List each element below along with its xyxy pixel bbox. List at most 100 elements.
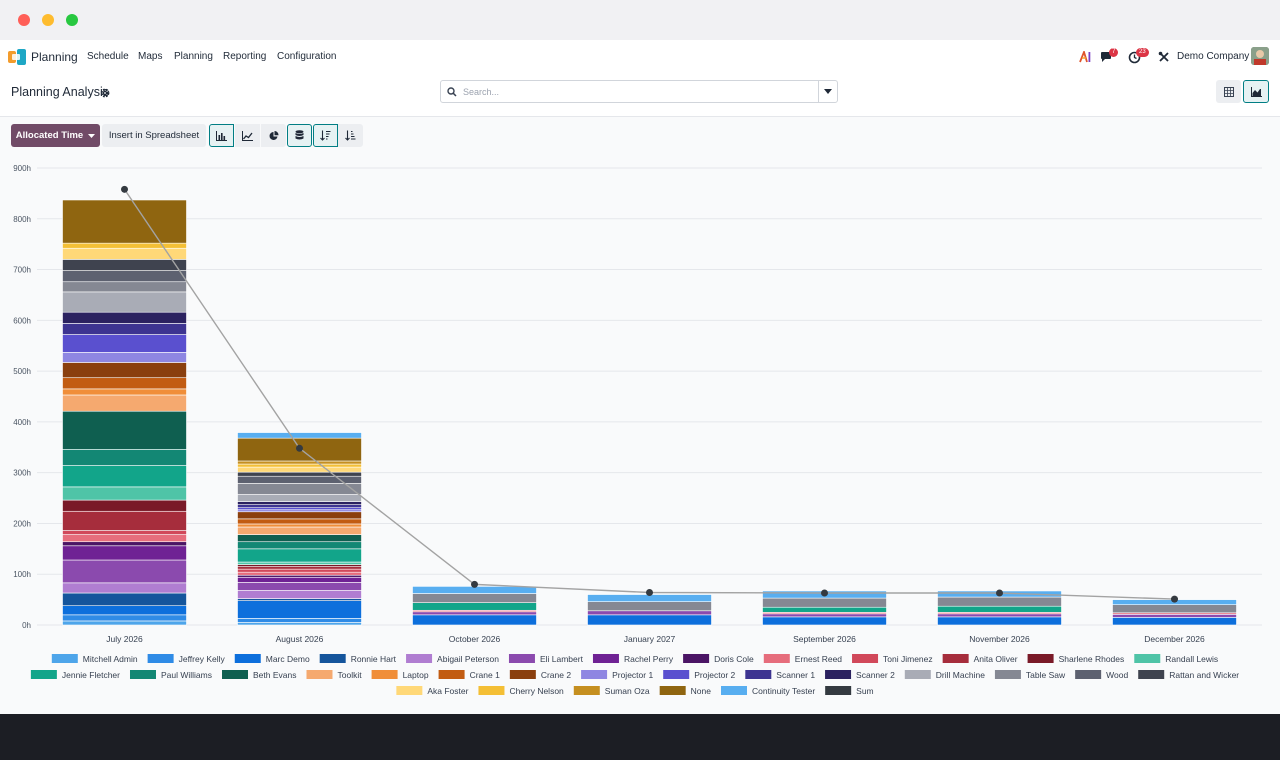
legend-label: Doris Cole bbox=[714, 654, 754, 664]
legend-label: Mitchell Admin bbox=[83, 654, 138, 664]
measure-dropdown-button[interactable]: Allocated Time bbox=[11, 124, 100, 147]
close-window-button[interactable] bbox=[18, 14, 30, 26]
legend-swatch bbox=[683, 654, 710, 663]
chat-icon[interactable] bbox=[1100, 51, 1114, 64]
pivot-view-button[interactable] bbox=[1216, 80, 1241, 103]
x-tick-label: September 2026 bbox=[793, 634, 856, 644]
stacked-bar-chart: 0h 100h 200h 300h 400h 500h 600h 700h 800h 900h Ju… bbox=[13, 164, 1262, 696]
legend-label: Anita Oliver bbox=[974, 654, 1018, 664]
y-tick-label: 700h bbox=[13, 266, 31, 275]
bar-segment bbox=[237, 471, 362, 477]
x-tick-label: August 2026 bbox=[276, 634, 324, 644]
sum-point bbox=[296, 444, 303, 452]
bar-segment bbox=[62, 334, 187, 353]
pie-chart-button[interactable] bbox=[261, 124, 286, 147]
bar-segment bbox=[237, 463, 362, 468]
bar-segment bbox=[237, 582, 362, 591]
insert-spreadsheet-label: Insert in Spreadsheet bbox=[108, 130, 200, 141]
menu-maps[interactable]: Maps bbox=[138, 51, 163, 62]
sort-ascending-button[interactable] bbox=[338, 124, 363, 147]
database-stack-icon bbox=[295, 130, 304, 140]
legend-swatch bbox=[994, 670, 1021, 679]
bar-segment bbox=[412, 614, 537, 626]
legend-label: Ronnie Hart bbox=[351, 654, 397, 664]
search-input[interactable] bbox=[461, 83, 820, 101]
search-options-toggle[interactable] bbox=[818, 81, 837, 102]
y-tick-label: 800h bbox=[13, 215, 31, 224]
bar-segment bbox=[62, 592, 187, 607]
sum-point bbox=[821, 589, 828, 597]
sum-point bbox=[996, 589, 1003, 597]
legend-label: Laptop bbox=[403, 670, 429, 680]
menu-planning[interactable]: Planning bbox=[174, 51, 213, 62]
menu-schedule[interactable]: Schedule bbox=[87, 51, 129, 62]
page-title: Planning Analysis bbox=[11, 85, 109, 99]
table-grid-icon bbox=[1223, 86, 1234, 97]
legend-label: Abigail Peterson bbox=[437, 654, 499, 664]
legend-label: Table Saw bbox=[1026, 670, 1066, 680]
tools-icon[interactable] bbox=[1158, 51, 1170, 63]
bar-segment bbox=[937, 616, 1062, 626]
bar-segment bbox=[62, 530, 187, 535]
x-tick-label: July 2026 bbox=[106, 634, 143, 644]
app-name[interactable]: Planning bbox=[31, 50, 78, 64]
line-chart-button[interactable] bbox=[235, 124, 260, 147]
stacked-toggle-button[interactable] bbox=[287, 124, 312, 147]
planning-logo-icon[interactable] bbox=[8, 49, 26, 65]
bar-segment bbox=[237, 571, 362, 576]
bar-segment bbox=[62, 465, 187, 488]
bar-segment bbox=[762, 616, 887, 626]
bar-segment bbox=[62, 486, 187, 501]
legend-label: Crane 1 bbox=[470, 670, 501, 680]
ai-icon[interactable] bbox=[1079, 51, 1092, 63]
legend-swatch bbox=[573, 686, 600, 695]
legend-swatch bbox=[592, 654, 619, 663]
y-tick-label: 0h bbox=[22, 621, 31, 630]
search-bar bbox=[440, 80, 838, 103]
legend-swatch bbox=[509, 670, 536, 679]
legend-label: Sum bbox=[856, 686, 873, 696]
legend-swatch bbox=[306, 670, 333, 679]
y-tick-label: 600h bbox=[13, 316, 31, 325]
y-tick-label: 900h bbox=[13, 164, 31, 173]
legend-swatch bbox=[222, 670, 249, 679]
bar-segment bbox=[237, 432, 362, 439]
menu-configuration[interactable]: Configuration bbox=[277, 51, 337, 62]
search-icon bbox=[447, 87, 457, 97]
sort-descending-button[interactable] bbox=[313, 124, 338, 147]
sum-point bbox=[646, 589, 653, 597]
bar-segment bbox=[62, 377, 187, 390]
legend-label: Jennie Fletcher bbox=[62, 670, 120, 680]
bar-segment bbox=[62, 545, 187, 561]
bar-segment bbox=[237, 568, 362, 573]
bar-segment bbox=[62, 605, 187, 616]
line-chart-icon bbox=[242, 130, 253, 141]
bar-segment bbox=[237, 600, 362, 619]
legend-label: Crane 2 bbox=[541, 670, 572, 680]
bar-segment bbox=[237, 466, 362, 473]
sum-point bbox=[121, 185, 128, 193]
bar-segment bbox=[587, 601, 712, 612]
clock-icon[interactable] bbox=[1128, 51, 1141, 64]
legend-swatch bbox=[1138, 670, 1165, 679]
maximize-window-button[interactable] bbox=[66, 14, 78, 26]
bar-segment bbox=[412, 593, 537, 603]
bar-chart-icon bbox=[216, 130, 227, 141]
gear-icon[interactable] bbox=[100, 88, 110, 98]
bar-segment bbox=[62, 614, 187, 622]
legend-swatch bbox=[659, 686, 686, 695]
legend-label: Ernest Reed bbox=[795, 654, 843, 664]
legend-label: Rattan and Wicker bbox=[1169, 670, 1239, 680]
legend-label: Eli Lambert bbox=[540, 654, 584, 664]
bar-chart-button[interactable] bbox=[209, 124, 234, 147]
legend-swatch bbox=[663, 670, 690, 679]
insert-spreadsheet-button[interactable]: Insert in Spreadsheet bbox=[102, 124, 206, 147]
minimize-window-button[interactable] bbox=[42, 14, 54, 26]
user-avatar[interactable] bbox=[1251, 47, 1269, 65]
desktop-dock-area bbox=[0, 714, 1280, 760]
bar-segment bbox=[62, 394, 187, 412]
company-name[interactable]: Demo Company bbox=[1177, 51, 1250, 62]
graph-view-button[interactable] bbox=[1243, 80, 1269, 103]
bar-segment bbox=[62, 510, 187, 531]
menu-reporting[interactable]: Reporting bbox=[223, 51, 267, 62]
